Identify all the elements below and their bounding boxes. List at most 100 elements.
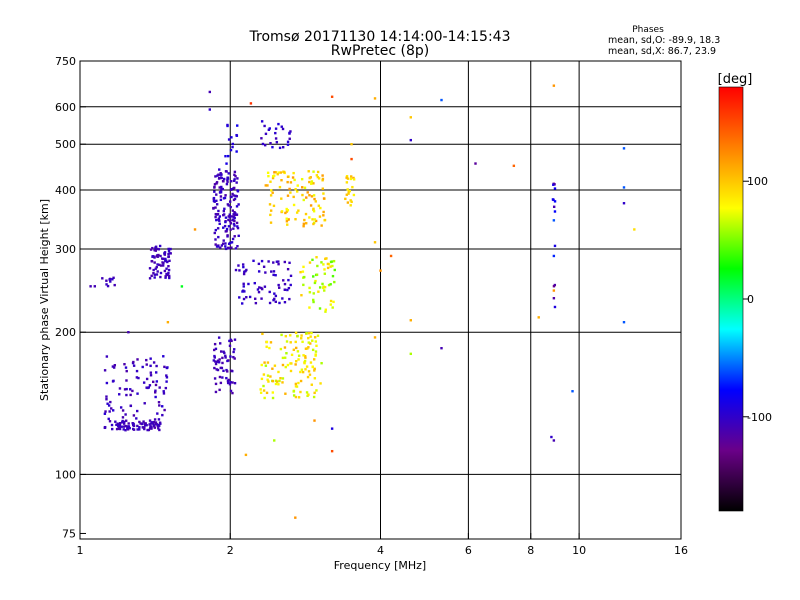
data-point [217,173,220,176]
data-point [571,390,574,393]
data-point [277,260,280,263]
data-point [287,278,290,282]
data-point [218,219,221,222]
data-point [273,171,276,174]
data-point [149,374,153,377]
data-point [311,339,314,342]
data-point [155,265,158,269]
data-point [303,275,306,279]
data-point [345,193,348,196]
data-point [165,380,168,383]
data-point [303,361,306,364]
data-point [264,271,267,274]
data-point [332,259,336,263]
data-point [221,187,224,191]
data-point [294,331,298,334]
data-point [124,413,127,416]
data-point [266,184,269,187]
data-point [302,225,305,228]
data-point [136,358,139,361]
data-point [301,340,304,344]
data-point [275,140,279,144]
data-point [226,359,229,363]
data-point [292,203,296,207]
data-point [295,360,298,363]
data-point [157,248,160,251]
data-point [269,341,273,344]
data-point [225,170,228,173]
data-point [165,376,169,379]
data-point [290,353,294,357]
data-point [633,228,636,231]
data-point [302,354,305,357]
data-point [236,226,240,230]
data-point [258,286,261,289]
data-point [299,270,302,274]
data-point [310,195,314,198]
data-point [124,424,127,428]
data-point [289,283,292,287]
data-point [321,187,324,190]
data-point [126,425,129,428]
data-point [308,176,311,180]
data-point [219,246,222,249]
data-point [279,347,283,351]
data-point [299,370,302,374]
data-point [346,177,350,180]
data-point [311,365,314,368]
data-point [111,365,115,368]
data-point [167,271,170,275]
data-point [126,427,129,430]
data-point [168,259,171,263]
data-point [301,270,305,273]
data-point [295,190,299,193]
data-point [271,396,275,400]
data-point [217,336,221,339]
colorbar-label: [deg] [718,72,753,87]
data-point [103,369,107,372]
data-point [213,342,217,346]
data-point [233,213,236,216]
data-point [142,420,145,423]
data-point [151,255,154,258]
data-point [228,344,232,348]
data-point [230,215,233,218]
data-point [154,421,158,424]
data-point [280,125,283,128]
data-point [292,348,296,351]
data-point [216,213,220,216]
data-point [120,425,123,428]
data-point [233,224,236,227]
data-point [121,419,124,423]
data-point [118,425,121,429]
data-point [289,274,293,278]
data-point [272,270,276,273]
data-point [136,424,139,428]
data-point [159,264,163,267]
data-point [552,297,556,300]
data-point [132,424,136,427]
data-point [553,244,557,248]
data-points [89,84,636,519]
data-point [113,364,117,367]
data-point [227,138,231,141]
data-point [308,194,311,197]
y-tick-label: 500 [55,138,76,151]
data-point [305,332,308,335]
data-point [154,395,157,399]
data-point [288,297,291,301]
data-point [271,145,274,149]
data-point [215,193,218,196]
data-point [218,375,222,379]
data-point [145,358,148,362]
data-point [312,210,316,213]
data-point [297,358,300,361]
data-point [114,420,117,423]
data-point [311,218,314,221]
data-point [214,215,217,219]
data-point [158,263,161,267]
data-point [164,276,167,279]
data-point [327,283,331,287]
data-point [304,356,307,359]
data-point [89,285,92,288]
